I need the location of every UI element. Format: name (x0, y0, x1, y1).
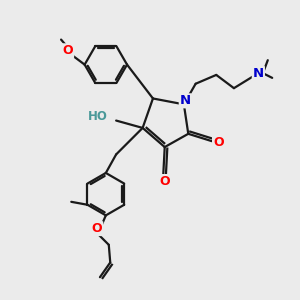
Text: HO: HO (87, 110, 107, 123)
Text: N: N (180, 94, 191, 107)
Text: N: N (253, 67, 264, 80)
Text: O: O (213, 136, 224, 149)
Text: O: O (92, 222, 102, 235)
Text: O: O (62, 44, 73, 57)
Text: O: O (159, 175, 170, 188)
